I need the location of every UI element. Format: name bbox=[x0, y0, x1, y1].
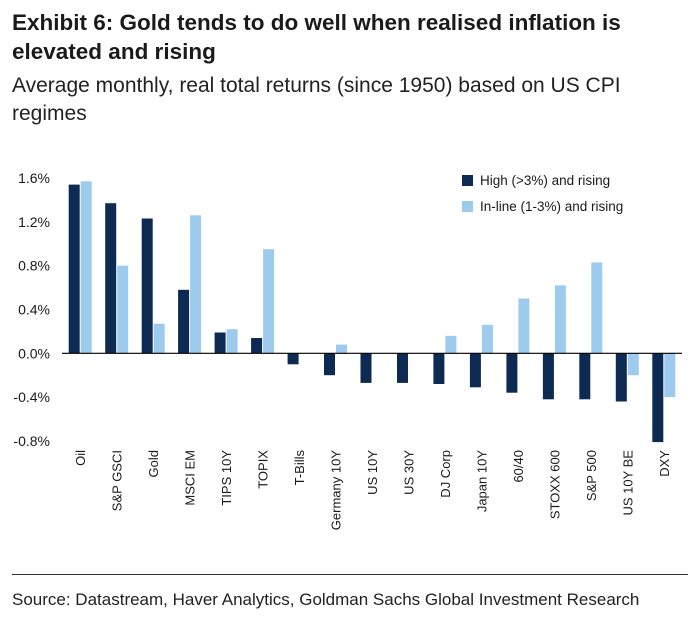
y-tick-label: -0.4% bbox=[13, 389, 50, 405]
bar-inline-rising bbox=[190, 215, 202, 354]
bar-high-rising bbox=[652, 353, 664, 443]
x-category-label: TOPIX bbox=[256, 450, 271, 489]
x-category-label: Oil bbox=[73, 450, 88, 466]
bar-inline-rising bbox=[80, 181, 92, 354]
y-tick-label: 0.8% bbox=[18, 258, 50, 274]
x-category-label: US 30Y bbox=[401, 450, 416, 495]
bar-high-rising bbox=[251, 338, 263, 354]
bar-high-rising bbox=[397, 353, 408, 383]
y-tick-label: 1.6% bbox=[18, 170, 50, 186]
bar-inline-rising bbox=[336, 344, 347, 354]
bar-high-rising bbox=[506, 353, 518, 393]
bar-inline-rising bbox=[518, 298, 530, 354]
bar-inline-rising bbox=[591, 262, 603, 354]
legend-label-high-rising: High (>3%) and rising bbox=[480, 173, 610, 188]
bar-high-rising bbox=[178, 289, 190, 354]
legend-swatch-inline-rising bbox=[462, 201, 473, 212]
bar-high-rising bbox=[214, 332, 226, 354]
y-tick-label: 0.0% bbox=[18, 345, 50, 361]
x-category-label: TIPS 10Y bbox=[219, 450, 234, 506]
x-category-label: US 10Y BE bbox=[620, 450, 635, 516]
x-category-label: Japan 10Y bbox=[474, 450, 489, 512]
bar-high-rising bbox=[105, 203, 117, 354]
x-category-label: US 10Y bbox=[365, 450, 380, 495]
legend-swatch-high-rising bbox=[462, 175, 473, 186]
bar-high-rising bbox=[141, 218, 153, 354]
x-category-label: S&P GSCI bbox=[110, 450, 125, 511]
bar-high-rising bbox=[68, 184, 80, 354]
bar-inline-rising bbox=[153, 323, 165, 354]
bar-high-rising bbox=[615, 353, 627, 402]
bar-high-rising bbox=[360, 353, 372, 383]
y-tick-label: 1.2% bbox=[18, 214, 50, 230]
bar-inline-rising bbox=[117, 265, 129, 354]
y-tick-label: -0.8% bbox=[13, 433, 50, 449]
bar-high-rising bbox=[579, 353, 591, 400]
bar-high-rising bbox=[542, 353, 554, 400]
x-category-label: DJ Corp bbox=[438, 450, 453, 498]
x-category-label: T-Bills bbox=[292, 450, 307, 486]
bar-high-rising bbox=[287, 353, 299, 365]
x-category-label: S&P 500 bbox=[584, 450, 599, 501]
bar-inline-rising bbox=[445, 335, 457, 354]
x-category-label: STOXX 600 bbox=[547, 450, 562, 519]
bar-chart: 1.6% 1.2% 0.8% 0.4% 0.0% -0.4% -0.8% Oil S&P GSC… bbox=[13, 170, 682, 531]
x-category-label: 60/40 bbox=[511, 450, 526, 483]
bar-inline-rising bbox=[627, 353, 639, 376]
chart-subtitle: Average monthly, real total returns (sin… bbox=[12, 74, 621, 125]
bar-inline-rising bbox=[481, 324, 493, 354]
bar-inline-rising bbox=[664, 353, 676, 398]
x-category-label: MSCI EM bbox=[183, 450, 198, 506]
bar-high-rising bbox=[324, 353, 335, 376]
source-note: Source: Datastream, Haver Analytics, Gol… bbox=[12, 590, 640, 609]
bar-inline-rising bbox=[554, 285, 566, 354]
bar-high-rising bbox=[469, 353, 481, 388]
x-category-label: DXY bbox=[657, 450, 672, 477]
x-category-label: Germany 10Y bbox=[329, 450, 344, 531]
footer-divider bbox=[12, 574, 688, 575]
bar-inline-rising bbox=[226, 329, 238, 354]
chart-title: Exhibit 6: Gold tends to do well when re… bbox=[12, 10, 621, 64]
x-category-label: Gold bbox=[146, 450, 161, 477]
y-tick-label: 0.4% bbox=[18, 302, 50, 318]
bar-high-rising bbox=[433, 353, 445, 384]
legend-label-inline-rising: In-line (1-3%) and rising bbox=[480, 199, 623, 214]
bar-inline-rising bbox=[263, 249, 275, 354]
